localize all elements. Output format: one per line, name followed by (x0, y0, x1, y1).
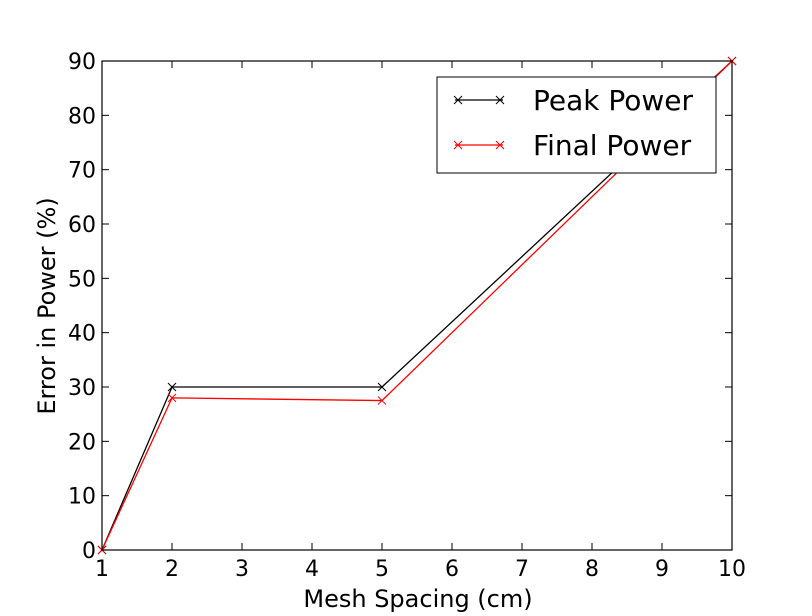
legend-entry-1: Final Power (453, 129, 692, 162)
x-tick-label-2: 3 (235, 557, 249, 582)
y-tick-label-6: 60 (68, 213, 96, 238)
y-tick-label-8: 80 (68, 104, 96, 129)
series-1-point-2-stroke-b (377, 396, 387, 405)
x-tick-label-1: 2 (165, 557, 179, 582)
series-1-point-1-stroke-b (167, 393, 177, 403)
legend-marker-end-1-stroke-b (495, 140, 505, 150)
y-tick-label-4: 40 (68, 322, 96, 347)
legend-marker-start-1-stroke-b (453, 140, 463, 150)
legend-marker-end-0 (495, 95, 505, 105)
y-tick-label-0: 0 (82, 539, 96, 564)
x-tick-label-6: 7 (515, 557, 529, 582)
y-tick-label-2: 20 (68, 430, 96, 455)
x-tick-label-7: 8 (585, 557, 599, 582)
x-axis-label: Mesh Spacing (cm) (303, 585, 532, 612)
series-layer (97, 56, 737, 555)
y-tick-label-7: 70 (68, 159, 96, 184)
series-1-line (101, 60, 733, 551)
legend-entry-0: Peak Power (453, 84, 694, 117)
x-tick-label-8: 9 (655, 557, 669, 582)
series-0-point-2 (377, 382, 387, 392)
x-tick-label-5: 6 (445, 557, 459, 582)
x-tick-label-3: 4 (305, 557, 319, 582)
y-tick-label-3: 30 (68, 376, 96, 401)
legend: Peak Power Final Power (436, 76, 717, 174)
y-tick-label-9: 90 (68, 50, 96, 75)
axes-layer: 1 2 3 4 5 6 7 8 9 10 0 10 20 30 40 50 60 70 80 90 (68, 50, 746, 582)
legend-marker-end-1 (495, 140, 505, 150)
x-tick-label-4: 5 (375, 557, 389, 582)
legend-marker-start-0-stroke-b (453, 95, 463, 105)
legend-marker-start-1 (453, 140, 463, 150)
x-tick-label-0: 1 (95, 557, 109, 582)
series-0-point-2-stroke-b (377, 382, 387, 392)
x-tick-label-9: 10 (718, 557, 746, 582)
series-1-point-1 (167, 393, 177, 403)
plot-frame (101, 60, 733, 551)
y-tick-label-5: 50 (68, 267, 96, 292)
y-tick-label-1: 10 (68, 485, 96, 510)
y-axis-label: Error in Power (%) (33, 197, 61, 414)
legend-marker-end-0-stroke-b (495, 95, 505, 105)
legend-label-1: Final Power (533, 129, 692, 162)
series-0-line (101, 60, 733, 551)
series-0-point-1 (167, 382, 177, 392)
legend-label-0: Peak Power (533, 84, 694, 117)
legend-marker-start-0 (453, 95, 463, 105)
series-0-point-1-stroke-b (167, 382, 177, 392)
legend-box (436, 76, 717, 174)
series-1-point-2 (377, 396, 387, 405)
